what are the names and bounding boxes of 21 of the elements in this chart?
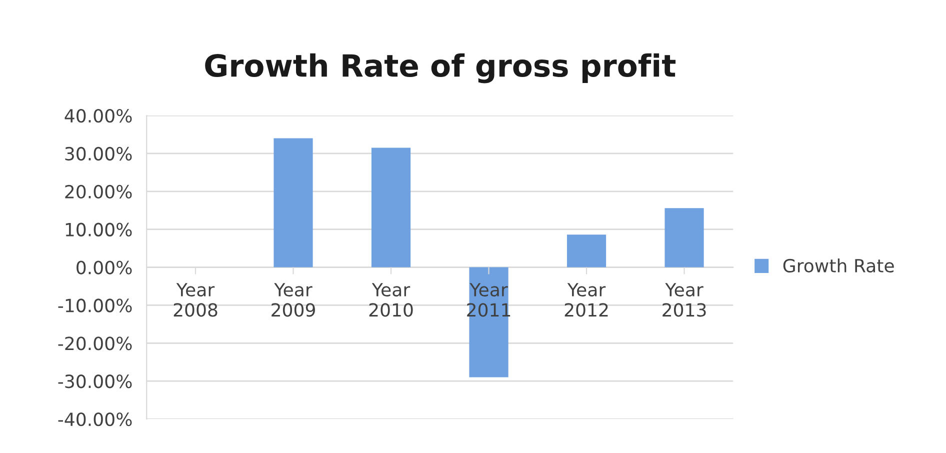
x-tick-label: Year 2013 — [662, 283, 706, 317]
y-tick-label: 20.00% — [65, 184, 132, 199]
y-tick-label: -30.00% — [58, 374, 132, 388]
bar — [274, 138, 313, 268]
y-tick-label: 0.00% — [76, 260, 132, 274]
y-tick-label: -20.00% — [58, 336, 132, 350]
x-tick-label: Year 2012 — [564, 283, 608, 317]
chart-title: Growth Rate of gross profit — [205, 53, 676, 84]
bar — [664, 208, 704, 268]
legend-label: Growth Rate — [783, 258, 894, 273]
bar — [371, 148, 411, 268]
bar — [566, 234, 606, 268]
y-tick-label: -40.00% — [58, 412, 132, 426]
y-tick-label: 40.00% — [64, 108, 132, 123]
y-tick-label: 30.00% — [65, 146, 132, 161]
x-tick-label: Year 2009 — [272, 283, 315, 317]
bar — [469, 267, 508, 378]
x-tick-label: Year 2010 — [369, 283, 413, 317]
y-tick-label: -10.00% — [58, 298, 132, 312]
y-tick-label: 10.00% — [66, 222, 132, 236]
x-tick-label: Year 2008 — [174, 283, 218, 317]
